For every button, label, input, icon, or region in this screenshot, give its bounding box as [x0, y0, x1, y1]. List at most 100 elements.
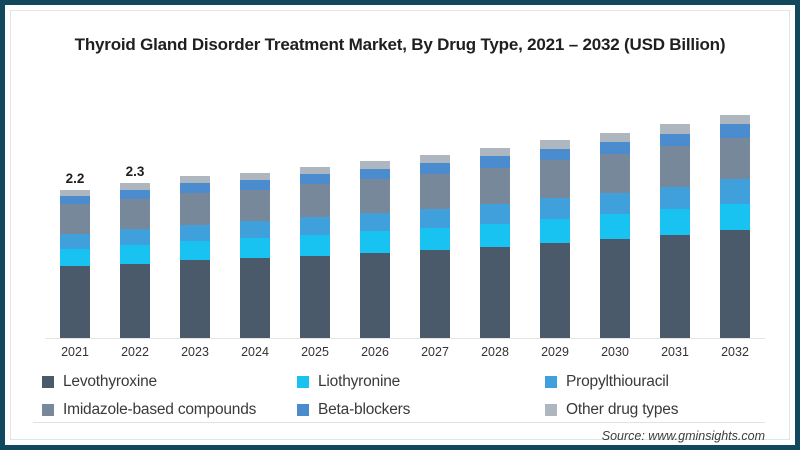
bar-segment-other-drug-types: [180, 176, 210, 184]
x-axis-label-2024: 2024: [241, 345, 269, 359]
bar-segment-levothyroxine: [720, 230, 750, 338]
bar-segment-other-drug-types: [360, 161, 390, 170]
bar-segment-liothyronine: [480, 223, 510, 247]
bar-segment-propylthiouracil: [360, 213, 390, 232]
bar-segment-imidazole-based-compounds: [60, 204, 90, 235]
bar-2028: [465, 100, 525, 338]
bar-segment-imidazole-based-compounds: [300, 184, 330, 218]
bar-segment-other-drug-types: [120, 182, 150, 191]
bar-segment-other-drug-types: [480, 148, 510, 157]
bar-segment-levothyroxine: [300, 255, 330, 338]
bar-segment-propylthiouracil: [420, 209, 450, 228]
bar-segment-beta-blockers: [480, 156, 510, 168]
chart-title: Thyroid Gland Disorder Treatment Market,…: [74, 35, 726, 54]
bar-segment-beta-blockers: [300, 174, 330, 185]
legend-label: Levothyroxine: [63, 373, 157, 390]
x-axis-label-2032: 2032: [721, 345, 749, 359]
bar-2027: [405, 100, 465, 338]
bar-segment-propylthiouracil: [480, 204, 510, 224]
legend-swatch-icon: [297, 404, 309, 416]
legend-label: Beta-blockers: [318, 401, 411, 418]
legend-item-liothyronine: Liothyronine: [297, 373, 545, 391]
bar-segment-liothyronine: [540, 219, 570, 243]
bar-stack-2025: [300, 166, 330, 338]
bar-segment-liothyronine: [360, 231, 390, 253]
bar-segment-beta-blockers: [600, 141, 630, 154]
bar-stack-2022: [120, 182, 150, 338]
legend-label: Imidazole-based compounds: [63, 401, 257, 418]
bar-segment-beta-blockers: [180, 183, 210, 193]
x-axis-label-2023: 2023: [181, 345, 209, 359]
bar-segment-imidazole-based-compounds: [240, 189, 270, 222]
bar-segment-imidazole-based-compounds: [600, 153, 630, 193]
legend-label: Other drug types: [566, 401, 679, 418]
x-axis-label-2026: 2026: [361, 345, 389, 359]
x-axis-label-2028: 2028: [481, 345, 509, 359]
bar-segment-beta-blockers: [420, 163, 450, 174]
bar-segment-beta-blockers: [540, 149, 570, 161]
bar-2026: [345, 100, 405, 338]
bar-stack-2023: [180, 176, 210, 338]
legend-label: Propylthiouracil: [566, 373, 669, 390]
legend-swatch-icon: [42, 376, 54, 388]
legend-item-imidazole-based-compounds: Imidazole-based compounds: [42, 401, 297, 419]
x-axis-label-2031: 2031: [661, 345, 689, 359]
bar-2029: [525, 100, 585, 338]
x-axis-label-2027: 2027: [421, 345, 449, 359]
bar-stack-2029: [540, 140, 570, 338]
legend-label: Liothyronine: [318, 373, 401, 390]
bar-stack-2027: [420, 155, 450, 338]
bar-segment-liothyronine: [180, 240, 210, 261]
bar-segment-propylthiouracil: [660, 186, 690, 210]
bar-segment-liothyronine: [300, 234, 330, 256]
bar-segment-levothyroxine: [600, 239, 630, 338]
bar-segment-levothyroxine: [60, 266, 90, 338]
bar-segment-other-drug-types: [300, 166, 330, 174]
bar-segment-beta-blockers: [120, 190, 150, 199]
bar-stack-2028: [480, 148, 510, 338]
bar-segment-levothyroxine: [660, 234, 690, 338]
bar-segment-other-drug-types: [60, 189, 90, 197]
source-text: Source: www.gminsights.com: [601, 429, 765, 443]
bar-2021: 2.2: [45, 100, 105, 338]
x-axis: 2021 2022 2023 2024 2025 2026 2027 2028 2029 2030…: [45, 345, 765, 359]
bar-stack-2024: [240, 172, 270, 338]
bar-segment-imidazole-based-compounds: [420, 174, 450, 210]
bar-segment-liothyronine: [60, 248, 90, 267]
bar-segment-levothyroxine: [360, 252, 390, 338]
bar-segment-liothyronine: [660, 209, 690, 235]
x-axis-label-2022: 2022: [121, 345, 149, 359]
bar-value-label-2022: 2.3: [125, 163, 145, 179]
bar-segment-propylthiouracil: [600, 192, 630, 215]
x-axis-label-2025: 2025: [301, 345, 329, 359]
bar-segment-liothyronine: [120, 244, 150, 264]
bar-segment-beta-blockers: [720, 124, 750, 139]
legend-item-propylthiouracil: Propylthiouracil: [545, 373, 768, 391]
bar-segment-other-drug-types: [660, 124, 690, 134]
bar-segment-beta-blockers: [660, 133, 690, 147]
plot-area: 2.2 2.3: [45, 100, 765, 339]
bar-stack-2030: [600, 132, 630, 338]
bar-segment-levothyroxine: [180, 260, 210, 338]
bar-segment-liothyronine: [240, 238, 270, 259]
bar-2023: [165, 100, 225, 338]
bar-segment-levothyroxine: [540, 242, 570, 338]
bar-segment-imidazole-based-compounds: [720, 138, 750, 180]
bar-segment-levothyroxine: [420, 250, 450, 338]
x-axis-label-2029: 2029: [541, 345, 569, 359]
bar-stack-2032: [720, 115, 750, 338]
bar-segment-other-drug-types: [540, 140, 570, 150]
bar-2031: [645, 100, 705, 338]
bar-segment-imidazole-based-compounds: [480, 167, 510, 205]
bar-stack-2026: [360, 161, 390, 338]
bar-segment-liothyronine: [420, 227, 450, 251]
legend-item-levothyroxine: Levothyroxine: [42, 373, 297, 391]
legend-swatch-icon: [297, 376, 309, 388]
bar-segment-other-drug-types: [240, 172, 270, 181]
legend-swatch-icon: [545, 376, 557, 388]
bar-segment-other-drug-types: [720, 115, 750, 125]
bar-segment-beta-blockers: [360, 169, 390, 180]
legend-item-beta-blockers: Beta-blockers: [297, 401, 545, 419]
x-axis-label-2030: 2030: [601, 345, 629, 359]
